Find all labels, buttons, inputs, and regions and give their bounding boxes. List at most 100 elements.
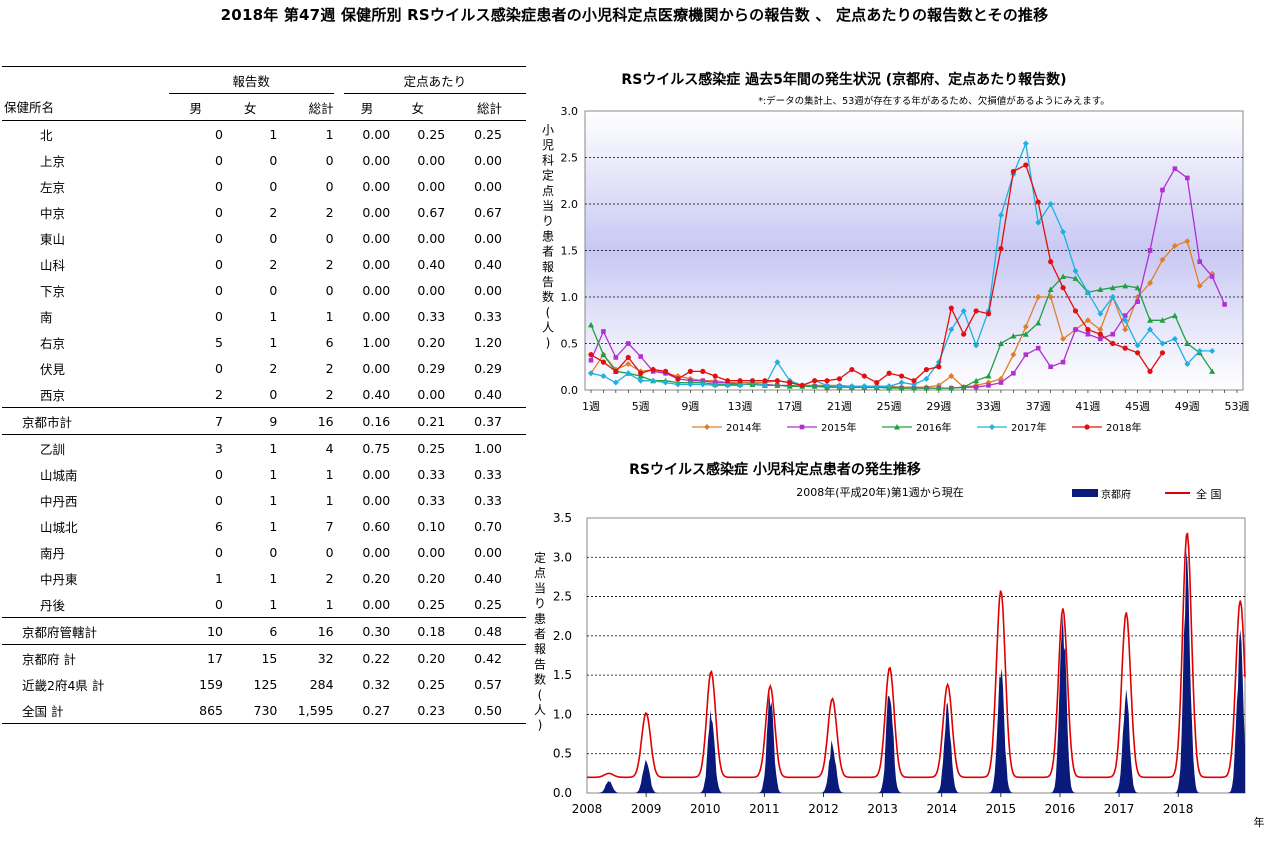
data-point: [1084, 317, 1091, 324]
data-point: [1209, 347, 1216, 354]
data-point: [662, 368, 669, 374]
row-value: 0.00: [362, 544, 391, 560]
data-point: [849, 366, 855, 373]
x-tick-label: 2014: [926, 802, 957, 816]
data-point: [973, 377, 980, 384]
y-tick-label: 2.0: [561, 198, 579, 211]
row-value: 0: [325, 178, 334, 194]
x-tick-label: 53週: [1225, 400, 1250, 413]
data-point: [662, 379, 669, 386]
data-point: [588, 321, 594, 328]
data-point: [1097, 286, 1104, 293]
y-axis-label: (: [538, 688, 543, 702]
row-value: 0.40: [362, 386, 391, 402]
data-point: [861, 373, 867, 379]
data-point: [1171, 312, 1178, 319]
col-header-male: 男: [189, 100, 203, 116]
data-point: [936, 364, 942, 370]
data-point: [1060, 335, 1067, 342]
row-value: 0.00: [362, 230, 391, 246]
data-point: [787, 379, 793, 386]
row-value: 10: [168, 617, 223, 645]
y-tick-label: 1.5: [553, 668, 572, 682]
y-tick-label: 2.0: [553, 629, 572, 643]
data-point: [724, 382, 731, 389]
row-value: 0: [215, 152, 223, 168]
row-value: 0.00: [417, 152, 446, 168]
row-value: 0: [215, 178, 223, 194]
row-value: 0.29: [474, 360, 502, 376]
row-name: 東山: [40, 231, 66, 247]
table-row: 山城南 0 1 1 0.00 0.33 0.33: [2, 461, 526, 487]
y-axis-label: 者: [534, 627, 546, 641]
data-point: [1135, 299, 1140, 304]
x-tick-label: 49週: [1175, 400, 1200, 413]
data-point: [1097, 310, 1104, 317]
data-point: [650, 377, 657, 384]
row-value: 2: [269, 360, 278, 376]
x-tick-label: 5週: [632, 400, 650, 413]
row-value: 1: [269, 308, 278, 324]
x-tick-label: 2016: [1045, 802, 1076, 816]
table-row: 中丹西 0 1 1 0.00 0.33 0.33: [2, 487, 526, 513]
row-name: 上京: [40, 153, 66, 169]
row-value: 0.00: [362, 360, 391, 376]
row-value: 0.00: [417, 386, 446, 402]
row-value: 0.00: [417, 544, 446, 560]
row-value: 0: [269, 282, 278, 298]
row-value: 2: [325, 360, 334, 376]
row-value: 6: [222, 617, 278, 645]
data-point: [786, 383, 793, 389]
table-row: 乙訓 3 1 4 0.75 0.25 1.00: [2, 434, 526, 461]
data-point: [1134, 284, 1141, 291]
table-row: 中丹東 1 1 2 0.20 0.20 0.40: [2, 565, 526, 591]
data-point: [1184, 238, 1191, 245]
data-point: [1147, 368, 1153, 374]
data-point: [812, 378, 818, 384]
chart-subtitle: 2008年(平成20年)第1週から現在: [796, 485, 964, 499]
row-value: 0.27: [343, 697, 391, 724]
legend-label: 2016年: [916, 421, 951, 434]
x-tick-label: 2017: [1104, 802, 1135, 816]
data-point: [1134, 342, 1141, 349]
col-header-total: 総計: [308, 100, 334, 116]
row-value: 0.20: [417, 570, 446, 586]
data-point: [1147, 248, 1153, 253]
y-axis-label: 数: [534, 672, 546, 687]
y-axis-label: 数: [542, 289, 554, 304]
row-value: 0.00: [362, 178, 391, 194]
y-axis-label: 当: [534, 581, 546, 595]
row-value: 1: [269, 570, 278, 586]
data-point: [1159, 317, 1166, 323]
row-value: 0.33: [474, 308, 502, 324]
row-value: 0: [215, 204, 223, 220]
row-value: 0.10: [417, 518, 446, 534]
row-value: 1: [325, 466, 334, 482]
data-point: [1072, 267, 1079, 274]
row-value: 0.00: [474, 544, 502, 560]
row-name: 南丹: [40, 545, 66, 561]
y-axis-label: 患: [534, 612, 546, 626]
row-value: 1: [269, 334, 278, 350]
row-name: 下京: [40, 283, 66, 299]
data-point: [749, 378, 756, 384]
data-point: [923, 375, 930, 382]
row-value: 0: [269, 544, 278, 560]
y-axis-label: 人: [542, 321, 554, 335]
data-point: [625, 370, 632, 377]
table-row: 南丹 0 0 0 0.00 0.00 0.00: [2, 539, 526, 565]
row-value: 1: [222, 120, 278, 147]
row-value: 0.00: [474, 282, 502, 298]
data-point: [600, 373, 607, 380]
series-line-national: [587, 532, 1246, 779]
plot-area: [586, 517, 1246, 794]
data-point: [898, 373, 905, 379]
row-value: 0.25: [390, 434, 446, 461]
y-axis-label: 告: [534, 657, 546, 671]
row-value: 0: [168, 120, 223, 147]
row-value: 125: [253, 676, 278, 692]
row-value: 2: [325, 256, 334, 272]
y-axis-label: ): [538, 718, 543, 732]
row-name: 山城北: [40, 519, 78, 535]
row-value: 17: [168, 644, 223, 671]
